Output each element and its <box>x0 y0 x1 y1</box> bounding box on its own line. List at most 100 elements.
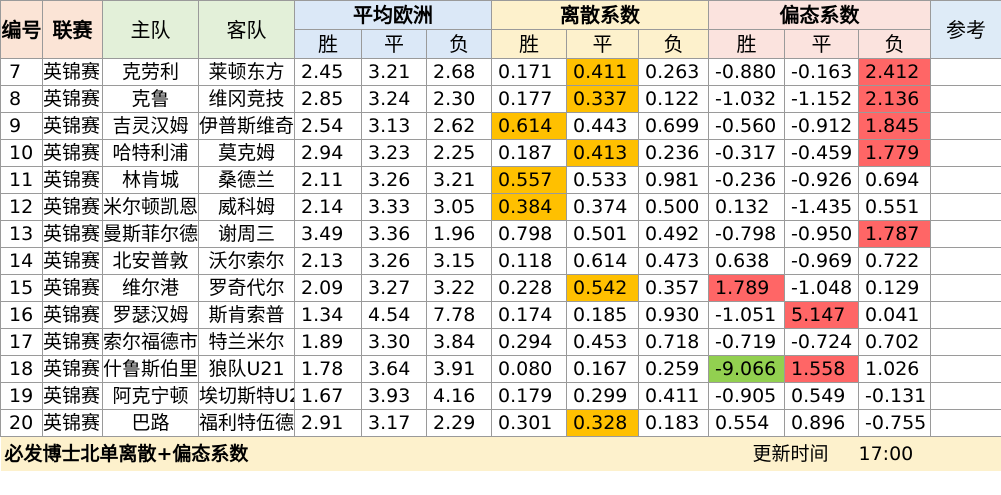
cell-ref <box>930 301 1001 329</box>
cell-id: 14 <box>0 247 43 275</box>
cell-avg-lose: 2.68 <box>426 58 492 86</box>
cell-away: 维冈竞技 <box>198 85 295 113</box>
cell-disp-lose: 0.473 <box>638 247 709 275</box>
cell-ref <box>930 139 1001 167</box>
cell-skew-win: 0.132 <box>708 193 785 221</box>
cell-avg-win: 2.09 <box>294 274 362 302</box>
cell-id: 17 <box>0 328 43 356</box>
header-disp-lose: 负 <box>638 29 709 59</box>
cell-disp-win: 0.384 <box>491 193 567 221</box>
cell-avg-lose: 3.91 <box>426 355 492 383</box>
cell-disp-lose: 0.930 <box>638 301 709 329</box>
cell-skew-win: -0.317 <box>708 139 785 167</box>
cell-skew-draw: -1.048 <box>784 274 859 302</box>
cell-disp-win: 0.118 <box>491 247 567 275</box>
header-avg-win: 胜 <box>294 29 362 59</box>
cell-skew-win: -0.560 <box>708 112 785 140</box>
cell-home: 索尔福德市 <box>102 328 199 356</box>
cell-avg-lose: 2.30 <box>426 85 492 113</box>
cell-disp-win: 0.614 <box>491 112 567 140</box>
cell-league: 英锦赛 <box>42 139 103 167</box>
header-group-disp: 离散系数 <box>491 0 709 30</box>
cell-ref <box>930 166 1001 194</box>
table-row: 12英锦赛米尔顿凯恩斯威科姆2.143.333.050.3840.3740.50… <box>0 193 1001 221</box>
cell-skew-draw: -1.152 <box>784 85 859 113</box>
cell-avg-win: 2.94 <box>294 139 362 167</box>
cell-home: 吉灵汉姆 <box>102 112 199 140</box>
cell-disp-win: 0.228 <box>491 274 567 302</box>
cell-avg-win: 2.11 <box>294 166 362 194</box>
cell-avg-win: 2.13 <box>294 247 362 275</box>
cell-skew-win: 1.789 <box>708 274 785 302</box>
cell-avg-win: 3.49 <box>294 220 362 248</box>
cell-league: 英锦赛 <box>42 112 103 140</box>
cell-disp-lose: 0.411 <box>638 382 709 410</box>
cell-skew-win: 0.638 <box>708 247 785 275</box>
cell-ref <box>930 382 1001 410</box>
cell-home: 克劳利 <box>102 58 199 86</box>
cell-skew-lose: 1.787 <box>858 220 931 248</box>
cell-avg-draw: 3.33 <box>361 193 427 221</box>
cell-avg-win: 1.67 <box>294 382 362 410</box>
cell-disp-win: 0.557 <box>491 166 567 194</box>
cell-disp-draw: 0.413 <box>566 139 639 167</box>
table-row: 18 英锦赛 什鲁斯伯里 狼队U21 1.78 3.64 3.91 0.080 0.167 0.2… <box>0 355 1001 383</box>
cell-skew-draw: -1.435 <box>784 193 859 221</box>
cell-home: 林肯城 <box>102 166 199 194</box>
cell-skew-win: -0.236 <box>708 166 785 194</box>
cell-avg-draw: 3.26 <box>361 166 427 194</box>
cell-disp-win: 0.798 <box>491 220 567 248</box>
cell-id: 8 <box>0 85 43 113</box>
cell-disp-lose: 0.718 <box>638 328 709 356</box>
cell-ref <box>930 274 1001 302</box>
cell-disp-draw: 0.374 <box>566 193 639 221</box>
cell-skew-win: -1.032 <box>708 85 785 113</box>
cell-id: 18 <box>0 355 43 383</box>
footer-title: 必发博士北单离散+偏态系数 <box>0 436 427 471</box>
cell-disp-lose: 0.357 <box>638 274 709 302</box>
cell-id: 12 <box>0 193 43 221</box>
header-skew-draw: 平 <box>784 29 859 59</box>
cell-away: 福利特伍德 <box>198 409 295 437</box>
cell-disp-win: 0.171 <box>491 58 567 86</box>
cell-disp-draw: 0.614 <box>566 247 639 275</box>
cell-disp-win: 0.179 <box>491 382 567 410</box>
cell-home: 哈特利浦 <box>102 139 199 167</box>
cell-disp-draw: 0.337 <box>566 85 639 113</box>
cell-league: 英锦赛 <box>42 58 103 86</box>
cell-disp-draw: 0.411 <box>566 58 639 86</box>
cell-avg-lose: 7.78 <box>426 301 492 329</box>
cell-skew-win: -0.798 <box>708 220 785 248</box>
header-disp-win: 胜 <box>491 29 567 59</box>
cell-skew-win: -0.880 <box>708 58 785 86</box>
cell-id: 19 <box>0 382 43 410</box>
cell-avg-draw: 3.13 <box>361 112 427 140</box>
cell-skew-win: -0.719 <box>708 328 785 356</box>
cell-skew-win: -0.905 <box>708 382 785 410</box>
cell-home: 罗瑟汉姆 <box>102 301 199 329</box>
cell-avg-win: 1.78 <box>294 355 362 383</box>
footer-update-label: 更新时间 <box>426 436 859 471</box>
cell-id: 15 <box>0 274 43 302</box>
cell-id: 16 <box>0 301 43 329</box>
cell-home: 曼斯菲尔德 <box>102 220 199 248</box>
cell-skew-lose: 0.694 <box>858 166 931 194</box>
header-skew-win: 胜 <box>708 29 785 59</box>
cell-avg-win: 2.54 <box>294 112 362 140</box>
cell-away: 桑德兰 <box>198 166 295 194</box>
cell-disp-win: 0.080 <box>491 355 567 383</box>
table-row: 19 英锦赛 阿克宁顿 埃切斯特U2 1.67 3.93 4.16 0.179 0.299 0.4… <box>0 382 1001 410</box>
header-away: 客队 <box>198 0 295 59</box>
cell-league: 英锦赛 <box>42 355 103 383</box>
cell-skew-draw: 0.896 <box>784 409 859 437</box>
cell-id: 9 <box>0 112 43 140</box>
cell-avg-draw: 3.27 <box>361 274 427 302</box>
cell-avg-draw: 3.17 <box>361 409 427 437</box>
cell-away: 特兰米尔 <box>198 328 295 356</box>
cell-ref <box>930 355 1001 383</box>
cell-disp-draw: 0.542 <box>566 274 639 302</box>
cell-ref <box>930 193 1001 221</box>
cell-disp-lose: 0.981 <box>638 166 709 194</box>
cell-avg-draw: 3.21 <box>361 58 427 86</box>
cell-skew-lose: 1.026 <box>858 355 931 383</box>
